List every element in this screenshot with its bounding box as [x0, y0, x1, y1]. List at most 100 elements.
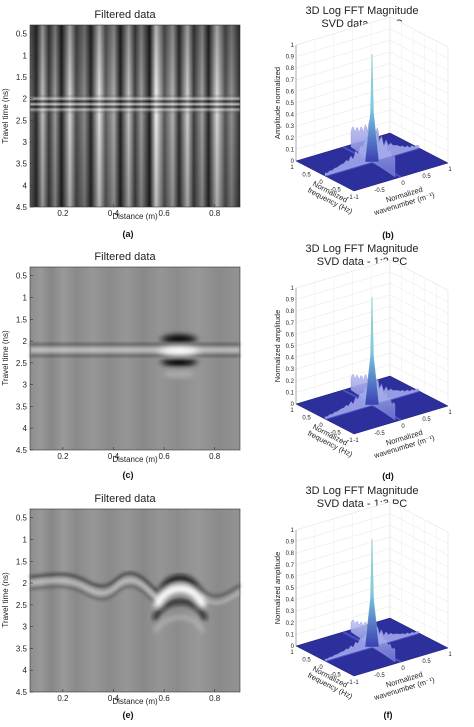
panel-f-ztick-label: 0.1 — [286, 632, 295, 638]
panel-f-xtick-label: 0.5 — [302, 658, 311, 664]
panel-e-ytick-label: 1 — [23, 536, 28, 545]
panel-f-xtick-label: -0.5 — [330, 673, 341, 679]
panel-a-xtick-label: 0.2 — [57, 209, 69, 218]
panel-f-walls — [295, 501, 449, 649]
panel-e-ytick-label: 4 — [23, 666, 28, 675]
panel-e-image — [29, 509, 241, 692]
panel-a: Filtered data 0.2 0.4 0.6 0.8 0.5 1 1.5 2 2.5 3 3.… — [1, 9, 241, 239]
panel-b-ztick-label: 0.4 — [286, 113, 295, 119]
panel-b-surface — [324, 54, 420, 178]
panel-b-ztick-label: 0.7 — [286, 78, 295, 84]
panel-a-ytick-label: 2.5 — [16, 116, 28, 125]
panel-f-title-line1: 3D Log FFT Magnitude — [306, 485, 419, 497]
panel-b-xtick-label: -0.5 — [330, 188, 341, 194]
panel-a-xtick-label: 0.4 — [108, 209, 120, 218]
panel-b-ytick-label: 1 — [448, 167, 452, 173]
panel-b-zlabel: Amplitude normalized — [273, 67, 282, 139]
panel-e-title: Filtered data — [94, 493, 156, 505]
panel-d-label: (d) — [382, 471, 394, 481]
panel-f-ytick-label: 0 — [401, 666, 405, 672]
panel-b-ztick-label: 0.9 — [286, 55, 295, 61]
panel-c-xtick-label: 0.8 — [209, 452, 221, 461]
panel-c-image — [30, 267, 240, 450]
panel-f-ztick-label: 0.7 — [286, 563, 295, 569]
panel-c-ytick-label: 2 — [23, 337, 28, 346]
panel-f-ztick-label: 0.5 — [286, 586, 295, 592]
panel-b-ztick-label: 0.5 — [286, 101, 295, 107]
panel-c-ytick-label: 4 — [23, 424, 28, 433]
panel-f-xtick-label: -1 — [347, 680, 353, 686]
panel-c-xtick-label: 0.4 — [108, 452, 120, 461]
panel-b-ytick-label: -1 — [353, 195, 359, 201]
panel-b-ztick-label: 0.3 — [286, 124, 295, 130]
panel-b: 3D Log FFT Magnitude SVD data - 1 PC (b)… — [273, 5, 452, 240]
panel-d-ytick-label: 0.5 — [422, 417, 431, 423]
panel-f-xtick-label: 1 — [290, 650, 294, 656]
panel-d-ztick-label: 1 — [291, 286, 295, 292]
panel-b-xtick-label: -1 — [347, 195, 353, 201]
panel-f-xtick-label: 0 — [319, 665, 323, 671]
panel-c-ytick-label: 3.5 — [16, 402, 28, 411]
panel-f-surface — [324, 539, 420, 663]
panel-a-ytick-label: 1.5 — [16, 73, 28, 82]
panel-f-peak — [364, 539, 380, 648]
panel-a-ytick-label: 4.5 — [16, 203, 28, 212]
panel-a-axes: 0.2 0.4 0.6 0.8 0.5 1 1.5 2 2.5 3 3.5 4 4.5 — [16, 30, 221, 218]
panel-b-xtick-label: 1 — [290, 165, 294, 171]
panel-c-xlabel: Distance (m) — [112, 455, 158, 464]
panel-e-ytick-label: 2.5 — [16, 601, 28, 610]
panel-e-ytick-label: 1.5 — [16, 557, 28, 566]
panel-a-xtick-label: 0.8 — [209, 209, 221, 218]
panel-f-zaxis: 0 0.1 0.2 0.3 0.4 0.5 0.6 0.7 0.8 0.9 1 — [286, 528, 297, 650]
panel-b-ztick-label: 0.2 — [286, 136, 295, 142]
panel-e-xtick-label: 0.2 — [57, 694, 69, 703]
panel-c-axes: 0.2 0.4 0.6 0.8 0.5 1 1.5 2 2.5 3 3.5 4 4.5 — [16, 272, 221, 461]
panel-b-ytick-label: 0 — [401, 181, 405, 187]
panel-e: Filtered data 0.2 0.4 0.6 0.8 0.5 1 1.5 2 2.5 3 3.… — [1, 493, 241, 720]
panel-a-ytick-label: 1 — [23, 51, 28, 60]
panel-d-xtick-label: 0.5 — [302, 416, 311, 422]
panel-d: 3D Log FFT Magnitude SVD data - 1:2 PC (… — [273, 243, 452, 481]
panel-b-ytick-label: -0.5 — [374, 188, 385, 194]
panel-d-zaxis: 0 0.1 0.2 0.3 0.4 0.5 0.6 0.7 0.8 0.9 1 — [286, 286, 297, 408]
panel-b-peak — [364, 54, 380, 163]
panel-e-ylabel: Travel time (ns) — [1, 572, 10, 628]
panel-b-title-line1: 3D Log FFT Magnitude — [306, 5, 419, 17]
panel-a-image — [30, 25, 240, 207]
panel-a-label: (a) — [123, 229, 134, 239]
panel-e-xtick-label: 0.8 — [209, 694, 221, 703]
panel-c-title: Filtered data — [94, 251, 156, 263]
panel-c-ytick-label: 3 — [23, 381, 28, 390]
panel-d-ytick-label: 1 — [448, 410, 452, 416]
panel-f-ytick-label: -0.5 — [374, 673, 385, 679]
panel-b-ztick-label: 0.6 — [286, 89, 295, 95]
panel-f-ztick-label: 1 — [291, 528, 295, 534]
panel-f-ztick-label: 0.6 — [286, 574, 295, 580]
panel-d-ztick-label: 0.6 — [286, 332, 295, 338]
panel-c-label: (c) — [123, 470, 134, 480]
panel-c-ylabel: Travel time (ns) — [1, 330, 10, 386]
panel-d-zlabel: Normalized amplitude — [273, 310, 282, 383]
panel-f-ztick-label: 0.8 — [286, 551, 295, 557]
panel-a-title: Filtered data — [94, 9, 156, 21]
panel-e-label: (e) — [123, 710, 134, 720]
panel-a-ytick-label: 2 — [23, 95, 28, 104]
panel-d-ztick-label: 0.3 — [286, 367, 295, 373]
panel-c: Filtered data 0.2 0.4 0.6 0.8 0.5 1 1.5 2 2.5 3 3.… — [1, 251, 241, 480]
panel-b-zaxis: 0 0.1 0.2 0.3 0.4 0.5 0.6 0.7 0.8 0.9 1 — [286, 43, 297, 165]
panel-d-ytick-label: -0.5 — [374, 431, 385, 437]
panel-d-walls — [295, 259, 449, 407]
panel-f-ztick-label: 0 — [291, 644, 295, 650]
panel-e-xlabel: Distance (m) — [112, 697, 158, 706]
panel-f-ytick-label: 0.5 — [422, 659, 431, 665]
panel-c-xtick-label: 0.6 — [159, 452, 171, 461]
panel-d-ytick-label: -1 — [353, 438, 359, 444]
panel-d-xtick-label: -0.5 — [330, 431, 341, 437]
panel-c-xtick-label: 0.2 — [57, 452, 69, 461]
panel-c-ytick-label: 1.5 — [16, 315, 28, 324]
panel-d-ztick-label: 0.8 — [286, 309, 295, 315]
panel-b-xtick-label: 0 — [319, 180, 323, 186]
panel-d-surface — [324, 297, 420, 421]
panel-f-ztick-label: 0.4 — [286, 598, 295, 604]
